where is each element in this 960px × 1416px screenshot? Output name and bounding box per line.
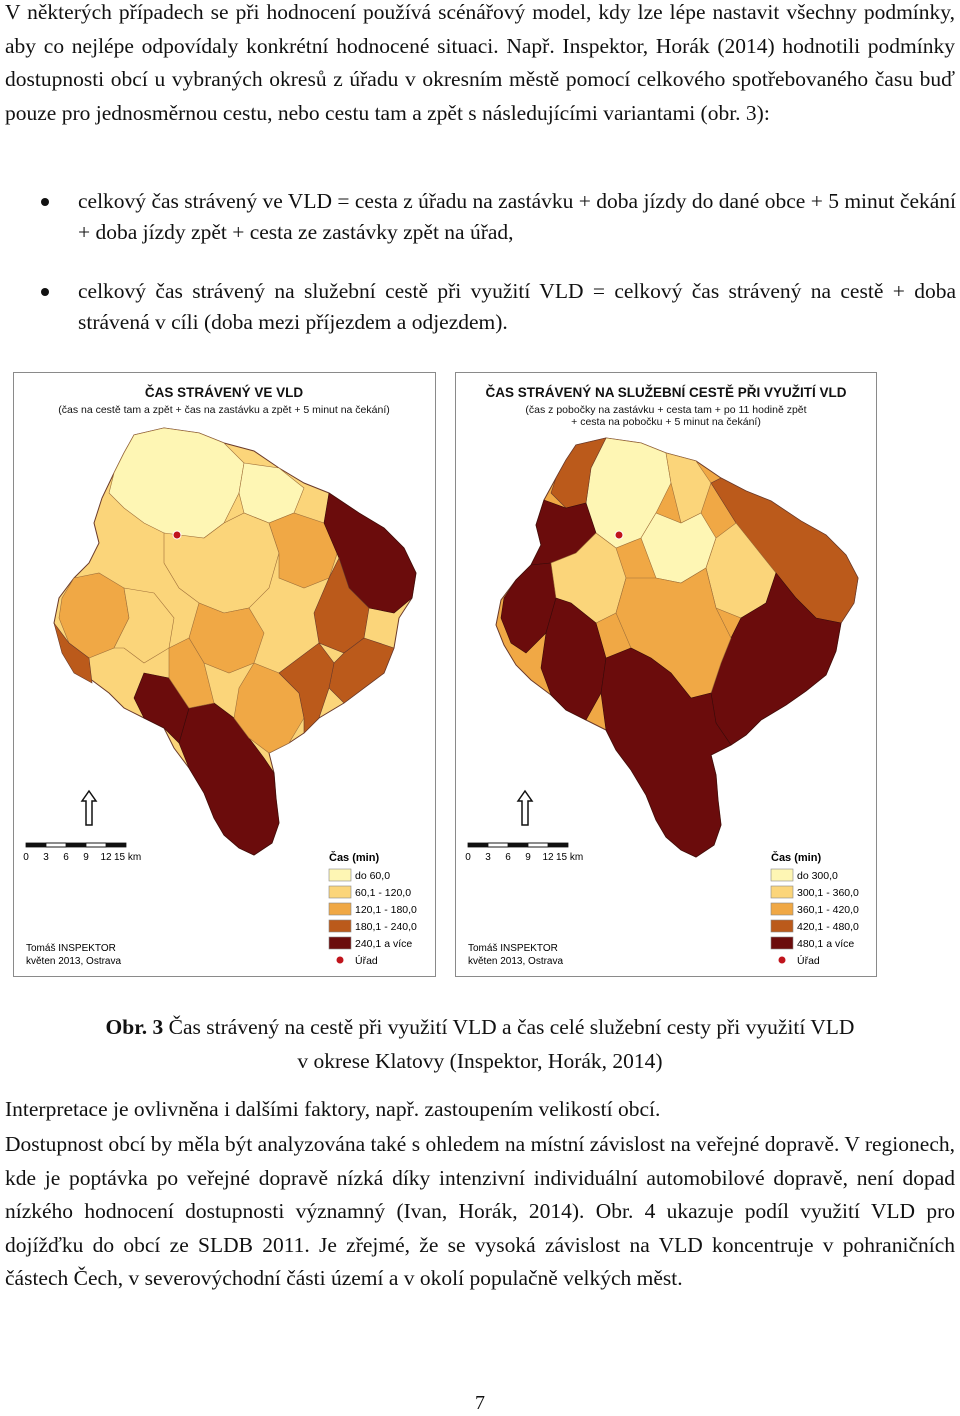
north-arrow-icon [516,789,534,826]
legend-label: Úřad [355,954,378,967]
map-title: ČAS STRÁVENÝ NA SLUŽEBNÍ CESTĚ PŘI VYUŽI… [485,385,846,400]
map-title: ČAS STRÁVENÝ VE VLD [145,385,304,400]
legend-label: 240,1 a více [355,938,412,950]
map-zone [323,492,417,614]
legend-label: 360,1 - 420,0 [797,904,859,916]
map-zone [113,587,175,664]
scale-tick: 9 [525,852,531,863]
bullet-dot [41,198,49,206]
figure-caption-line2: v okrese Klatovy (Inspektor, Horák, 2014… [297,1049,663,1073]
map-legend: Čas (min) do 60,0 60,1 - 120,0 120,1 - 1… [328,851,417,967]
map-zone [163,512,280,614]
map-author-date: květen 2013, Ostrava [26,956,121,967]
office-marker-icon [172,530,182,540]
caption-text: Čas strávený na cestě při využití VLD a … [168,1015,855,1039]
body-paragraph: Dostupnost obcí by měla být analyzována … [5,1132,955,1290]
map-panel-right: ČAS STRÁVENÝ NA SLUŽEBNÍ CESTĚ PŘI VYUŽI… [455,372,877,977]
scale-tick: 12 [542,852,554,863]
scale-tick: 0 [23,852,29,863]
office-legend-icon [336,956,344,964]
scale-tick: 12 [100,852,112,863]
legend-label: Úřad [797,954,820,967]
legend-swatch [328,902,352,916]
map-zone [550,532,627,624]
scale-bar: 0 3 6 9 12 15 km [23,842,141,863]
legend-swatch [328,936,352,950]
legend-label: 60,1 - 120,0 [355,887,411,899]
scale-bar: 0 3 6 9 12 15 km [465,842,583,863]
legend-title: Čas (min) [329,851,379,864]
scale-tick: 3 [43,852,49,863]
map-zone [500,562,557,654]
map-svg-right: ČAS STRÁVENÝ NA SLUŽEBNÍ CESTĚ PŘI VYUŽI… [465,385,859,967]
map-zone [600,647,732,858]
bullet-text: celkový čas strávený na služební cestě p… [78,279,956,334]
legend-swatch [770,919,794,933]
scale-tick: 3 [485,852,491,863]
map-subtitle: (čas na cestě tam a zpět + čas na zastáv… [58,404,390,416]
legend-title: Čas (min) [771,851,821,864]
caption-label: Obr. 3 [105,1015,164,1039]
map-legend: Čas (min) do 300,0 300,1 - 360,0 360,1 -… [770,851,859,967]
map-author: Tomáš INSPEKTOR [468,943,558,954]
page-number: 7 [475,1392,485,1414]
map-zone [540,597,607,721]
map-zone [278,642,335,734]
legend-swatch [328,868,352,882]
legend-label: 120,1 - 180,0 [355,904,417,916]
office-marker-icon [614,530,624,540]
map-zone [53,622,93,684]
office-legend-icon [778,956,786,964]
scale-tick: 0 [465,852,471,863]
bullet-text: celkový čas strávený ve VLD = cesta z úř… [78,189,956,244]
legend-label: 420,1 - 480,0 [797,921,859,933]
bullet-dot [41,288,49,296]
scale-tick: 9 [83,852,89,863]
legend-label: 480,1 a více [797,938,854,950]
map-svg-left: ČAS STRÁVENÝ VE VLD (čas na cestě tam a … [23,385,417,967]
legend-swatch [770,885,794,899]
legend-label: 180,1 - 240,0 [355,921,417,933]
legend-swatch [770,936,794,950]
legend-swatch [328,919,352,933]
scale-tick: 6 [505,852,511,863]
intro-paragraph: V některých případech se při hodnocení p… [5,0,955,125]
legend-swatch [770,902,794,916]
map-zone [328,637,395,704]
figure-caption: Obr. 3 Čas strávený na cestě při využití… [0,1011,960,1044]
body-paragraph: Interpretace je ovlivněna i dalšími fakt… [5,1097,661,1121]
map-zone [168,637,215,709]
scale-tick: 15 km [556,852,583,863]
map-subtitle: + cesta na pobočku + 5 minut na čekání) [571,416,761,428]
north-arrow-icon [80,789,98,826]
scale-tick: 15 km [114,852,141,863]
legend-swatch [770,868,794,882]
legend-swatch [328,885,352,899]
map-author-date: květen 2013, Ostrava [468,956,563,967]
legend-label: do 300,0 [797,870,838,882]
legend-label: do 60,0 [355,870,390,882]
map-author: Tomáš INSPEKTOR [26,943,116,954]
map-zone [58,572,130,659]
map-subtitle: (čas z pobočky na zastávku + cesta tam +… [525,404,806,416]
scale-tick: 6 [63,852,69,863]
map-panel-left: ČAS STRÁVENÝ VE VLD (čas na cestě tam a … [13,372,436,977]
legend-label: 300,1 - 360,0 [797,887,859,899]
